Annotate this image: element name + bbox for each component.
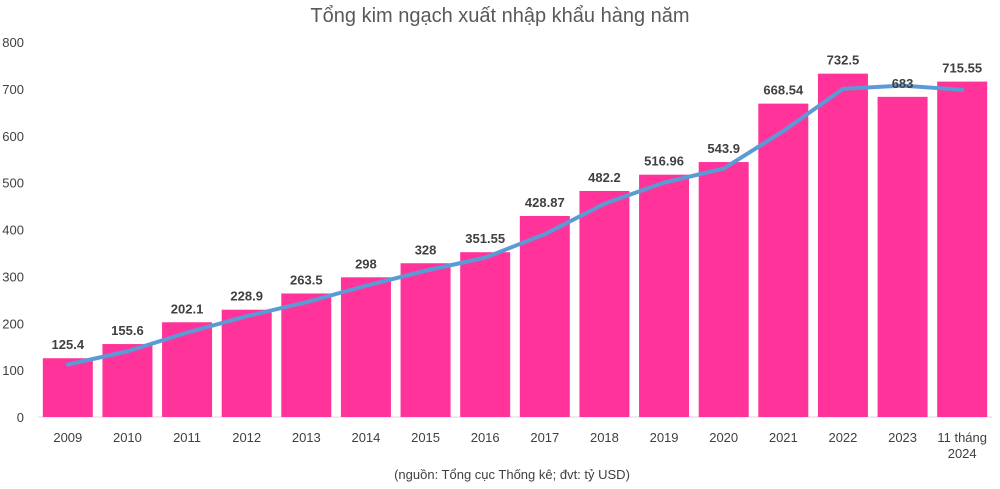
- y-tick-label: 700: [2, 82, 24, 97]
- data-label: 263.5: [290, 272, 323, 287]
- bar: [817, 73, 868, 417]
- data-labels: 125.4 155.6 202.1 228.9 263.5 298 328 351.55 428…: [52, 53, 983, 353]
- y-tick-label: 0: [17, 410, 24, 425]
- y-tick-label: 300: [2, 269, 24, 284]
- x-tick-label: 2011: [173, 430, 201, 445]
- y-tick-label: 400: [2, 223, 24, 238]
- trend-line-series: [65, 83, 965, 367]
- data-label: 328: [415, 242, 437, 257]
- y-tick-label: 100: [2, 363, 24, 378]
- bar: [758, 103, 809, 417]
- x-tick-label: 11 tháng: [937, 430, 987, 445]
- bar: [400, 263, 451, 417]
- data-label: 298: [355, 256, 377, 271]
- source-note: (nguồn: Tổng cục Thống kê; đvt: tỷ USD): [394, 467, 630, 482]
- x-tick-label: 2024: [948, 446, 977, 461]
- trend-line: [65, 83, 965, 367]
- data-label: 125.4: [52, 337, 85, 352]
- bar: [698, 162, 749, 417]
- x-tick-label: 2023: [888, 430, 917, 445]
- y-tick-label: 500: [2, 176, 24, 191]
- y-axis: 0 100 200 300 400 500 600 700 800: [2, 35, 24, 425]
- x-tick-label: 2010: [113, 430, 142, 445]
- bar: [877, 96, 928, 417]
- data-label: 543.9: [707, 141, 740, 156]
- bar: [937, 81, 988, 417]
- data-label: 715.55: [942, 61, 982, 76]
- bar: [221, 309, 272, 417]
- data-label: 428.87: [525, 195, 565, 210]
- x-tick-label: 2019: [650, 430, 679, 445]
- x-tick-label: 2016: [471, 430, 500, 445]
- data-label: 516.96: [644, 154, 684, 169]
- bar: [460, 252, 511, 417]
- data-label: 155.6: [111, 323, 144, 338]
- y-tick-label: 600: [2, 129, 24, 144]
- x-axis-labels: 2009 2010 2011 2012 2013 2014 2015 2016 2017 2018…: [53, 430, 987, 461]
- x-tick-label: 2020: [709, 430, 738, 445]
- bar-series: [42, 73, 988, 417]
- data-label: 482.2: [588, 170, 621, 185]
- x-tick-label: 2013: [292, 430, 321, 445]
- bar: [281, 293, 332, 417]
- y-tick-label: 200: [2, 316, 24, 331]
- x-tick-label: 2017: [530, 430, 559, 445]
- bar: [579, 190, 630, 417]
- bar: [42, 358, 93, 417]
- data-label: 228.9: [230, 289, 263, 304]
- data-label: 351.55: [465, 231, 505, 246]
- x-tick-label: 2022: [828, 430, 857, 445]
- bar: [340, 277, 391, 417]
- x-tick-label: 2018: [590, 430, 619, 445]
- x-tick-label: 2021: [769, 430, 798, 445]
- chart-title: Tổng kim ngạch xuất nhập khẩu hàng năm: [310, 5, 689, 27]
- x-tick-label: 2014: [351, 430, 380, 445]
- x-tick-label: 2009: [53, 430, 82, 445]
- data-label: 202.1: [171, 301, 204, 316]
- bar: [639, 174, 690, 417]
- data-label: 668.54: [763, 83, 804, 98]
- x-tick-label: 2015: [411, 430, 440, 445]
- x-tick-label: 2012: [232, 430, 261, 445]
- bar: [519, 215, 570, 417]
- data-label: 683: [892, 76, 914, 91]
- y-tick-label: 800: [2, 35, 24, 50]
- data-label: 732.5: [827, 53, 860, 68]
